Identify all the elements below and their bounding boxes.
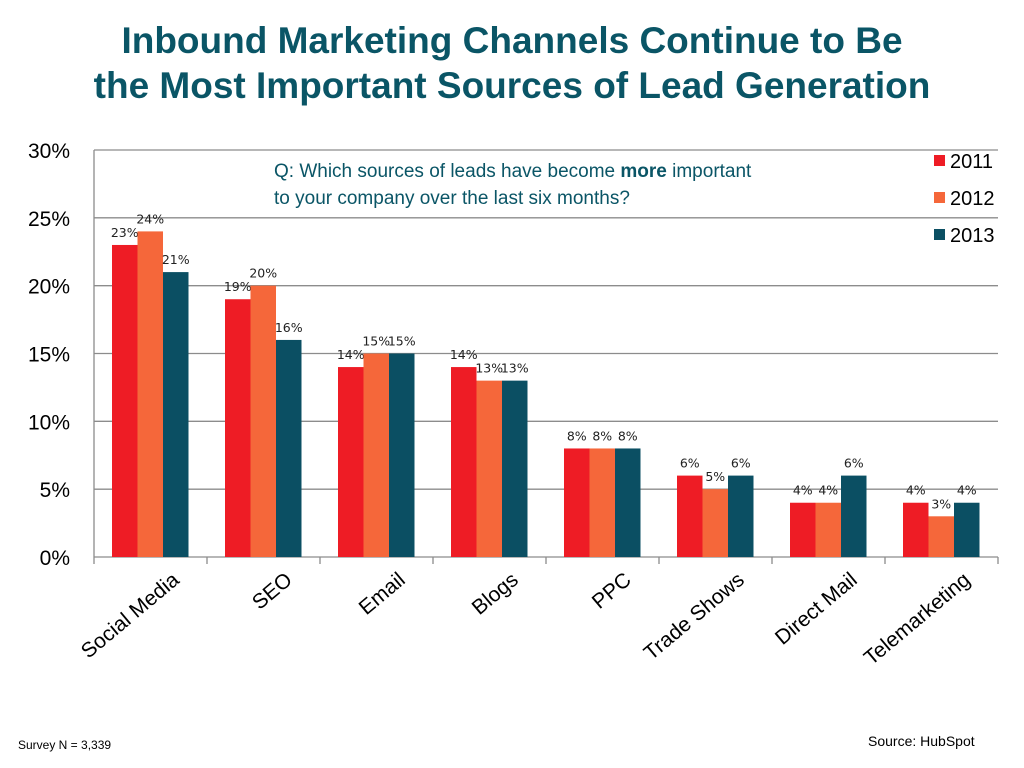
bar bbox=[728, 475, 754, 557]
data-label: 19% bbox=[224, 279, 252, 294]
x-category-label: Trade Shows bbox=[640, 568, 749, 665]
data-label: 5% bbox=[705, 469, 725, 484]
bar bbox=[276, 339, 302, 557]
bar bbox=[476, 380, 502, 557]
data-label: 13% bbox=[501, 361, 529, 376]
bar bbox=[250, 285, 276, 557]
legend-swatch bbox=[934, 155, 945, 166]
data-label: 4% bbox=[957, 483, 977, 498]
y-tick-label: 10% bbox=[28, 411, 70, 434]
data-label: 8% bbox=[567, 428, 587, 443]
question-prefix: Q: Which sources of leads have become bbox=[274, 161, 621, 182]
y-tick-label: 30% bbox=[28, 140, 70, 163]
y-tick-label: 15% bbox=[28, 344, 70, 367]
data-label: 6% bbox=[731, 456, 751, 471]
question-suffix: important bbox=[666, 161, 752, 182]
data-label: 16% bbox=[275, 320, 303, 335]
legend-label: 2011 bbox=[950, 151, 993, 173]
question-line-2: to your company over the last six months… bbox=[274, 188, 630, 209]
legend-swatch bbox=[934, 192, 945, 203]
data-label: 23% bbox=[111, 225, 139, 240]
data-label: 3% bbox=[931, 496, 951, 511]
data-label: 13% bbox=[475, 361, 503, 376]
x-category-label: Email bbox=[355, 568, 410, 619]
x-category-label: Direct Mail bbox=[771, 568, 862, 649]
bar bbox=[225, 299, 251, 557]
data-label: 8% bbox=[592, 428, 612, 443]
bar bbox=[615, 448, 641, 557]
title-line-2: the Most Important Sources of Lead Gener… bbox=[93, 65, 931, 106]
survey-question: Q: Which sources of leads have become mo… bbox=[274, 158, 874, 212]
data-label: 14% bbox=[337, 347, 365, 362]
data-label: 14% bbox=[450, 347, 478, 362]
bar bbox=[903, 502, 929, 557]
y-tick-label: 0% bbox=[40, 547, 70, 570]
bar bbox=[702, 489, 728, 557]
y-tick-label: 25% bbox=[28, 208, 70, 231]
data-label: 6% bbox=[680, 456, 700, 471]
data-label: 4% bbox=[906, 483, 926, 498]
page-title: Inbound Marketing Channels Continue to B… bbox=[0, 18, 1024, 108]
bar bbox=[841, 475, 867, 557]
data-label: 15% bbox=[362, 334, 390, 349]
legend-label: 2013 bbox=[950, 225, 995, 247]
bar bbox=[338, 367, 364, 557]
data-label: 4% bbox=[818, 483, 838, 498]
x-category-label: SEO bbox=[248, 568, 297, 614]
bar bbox=[677, 475, 703, 557]
legend-swatch bbox=[934, 229, 945, 240]
data-label: 6% bbox=[844, 456, 864, 471]
y-tick-label: 5% bbox=[40, 479, 70, 502]
bar bbox=[451, 367, 477, 557]
data-label: 4% bbox=[793, 483, 813, 498]
bar bbox=[790, 502, 816, 557]
bar bbox=[363, 353, 389, 557]
data-label: 20% bbox=[249, 266, 277, 281]
bar bbox=[389, 353, 415, 557]
bar bbox=[137, 231, 163, 557]
y-tick-label: 20% bbox=[28, 276, 70, 299]
x-category-label: PPC bbox=[588, 568, 636, 613]
title-line-1: Inbound Marketing Channels Continue to B… bbox=[121, 20, 903, 61]
bar bbox=[502, 380, 528, 557]
bar bbox=[954, 502, 980, 557]
data-label: 21% bbox=[162, 252, 190, 267]
x-category-label: Telemarketing bbox=[860, 568, 975, 670]
x-category-label: Social Media bbox=[77, 568, 184, 663]
source-note: Source: HubSpot bbox=[868, 733, 975, 749]
bar bbox=[589, 448, 615, 557]
question-emphasis: more bbox=[620, 161, 667, 182]
bar bbox=[815, 502, 841, 557]
x-category-label: Blogs bbox=[468, 568, 523, 619]
data-label: 15% bbox=[388, 334, 416, 349]
data-label: 24% bbox=[136, 211, 164, 226]
bar bbox=[163, 272, 189, 557]
bar bbox=[564, 448, 590, 557]
data-label: 8% bbox=[618, 428, 638, 443]
legend-label: 2012 bbox=[950, 188, 995, 210]
bar bbox=[112, 244, 138, 557]
survey-note: Survey N = 3,339 bbox=[18, 738, 112, 752]
bar bbox=[928, 516, 954, 557]
